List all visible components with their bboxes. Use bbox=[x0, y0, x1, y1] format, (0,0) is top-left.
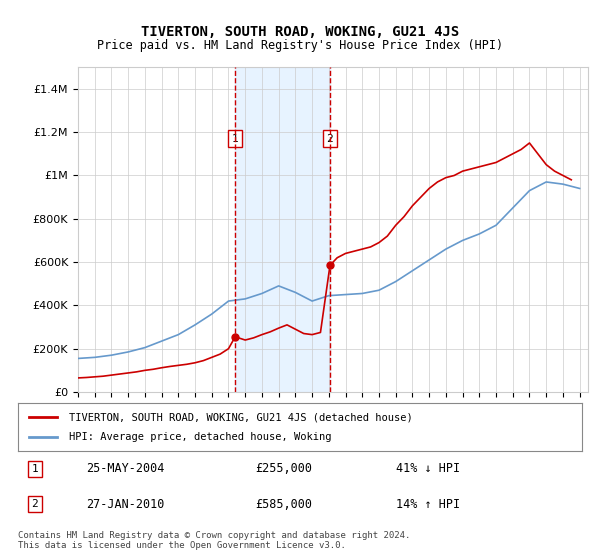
Bar bbox=[235, 67, 330, 392]
Text: Contains HM Land Registry data © Crown copyright and database right 2024.
This d: Contains HM Land Registry data © Crown c… bbox=[18, 531, 410, 550]
Text: 2: 2 bbox=[326, 134, 334, 144]
Text: 1: 1 bbox=[32, 464, 38, 474]
Text: 14% ↑ HPI: 14% ↑ HPI bbox=[396, 497, 460, 511]
Text: Price paid vs. HM Land Registry's House Price Index (HPI): Price paid vs. HM Land Registry's House … bbox=[97, 39, 503, 52]
Text: 1: 1 bbox=[232, 134, 239, 144]
Text: £585,000: £585,000 bbox=[255, 497, 312, 511]
Text: 25-MAY-2004: 25-MAY-2004 bbox=[86, 463, 164, 475]
Text: 41% ↓ HPI: 41% ↓ HPI bbox=[396, 463, 460, 475]
Text: HPI: Average price, detached house, Woking: HPI: Average price, detached house, Woki… bbox=[69, 432, 331, 442]
Text: 27-JAN-2010: 27-JAN-2010 bbox=[86, 497, 164, 511]
Text: TIVERTON, SOUTH ROAD, WOKING, GU21 4JS: TIVERTON, SOUTH ROAD, WOKING, GU21 4JS bbox=[141, 25, 459, 39]
Text: 2: 2 bbox=[32, 499, 38, 509]
Text: £255,000: £255,000 bbox=[255, 463, 312, 475]
Text: TIVERTON, SOUTH ROAD, WOKING, GU21 4JS (detached house): TIVERTON, SOUTH ROAD, WOKING, GU21 4JS (… bbox=[69, 413, 413, 422]
